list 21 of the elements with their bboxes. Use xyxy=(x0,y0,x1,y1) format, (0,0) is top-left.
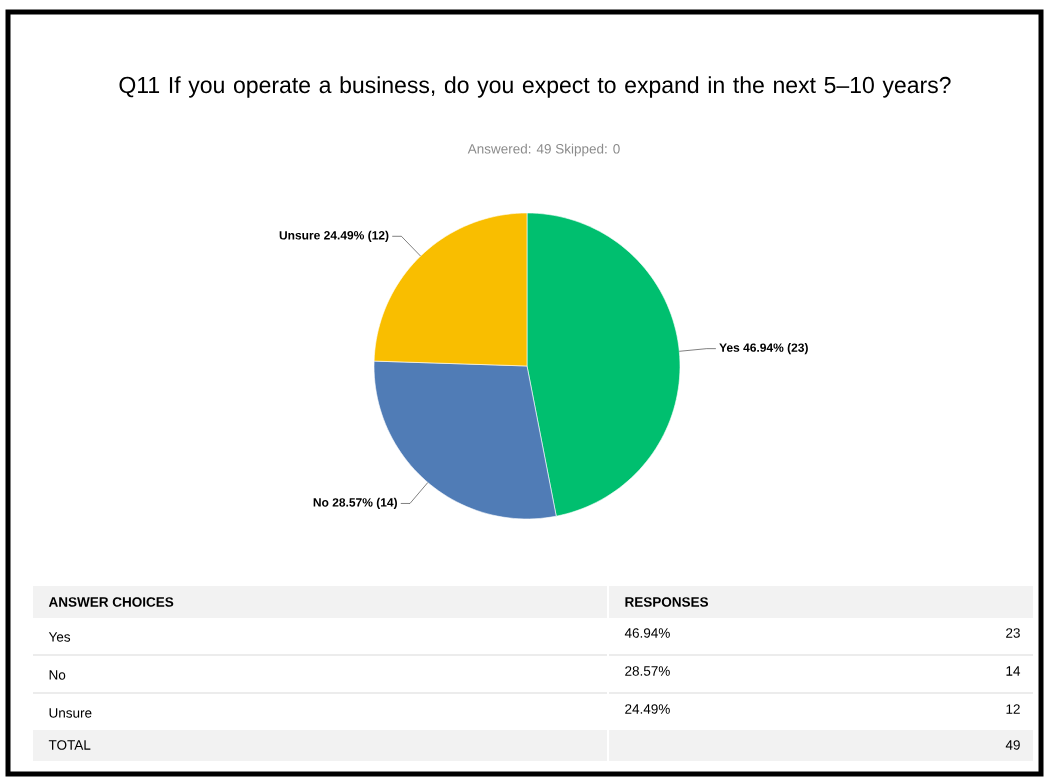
category-label: Unsure xyxy=(49,708,92,718)
text: TOTAL xyxy=(48,740,91,750)
chart-subtitle: Answered: 49 Skipped: 0 xyxy=(467,143,620,157)
text: 49 xyxy=(1005,740,1020,750)
text: 14 xyxy=(1006,666,1021,676)
category-label: Yes xyxy=(48,632,71,642)
chart-title: Q11 If you operate a business, do you expect to expand in the next 5–10 years? xyxy=(119,76,951,98)
category-label: No xyxy=(49,670,66,680)
slice-label: Yes xyxy=(719,343,740,352)
text: 28.57% xyxy=(625,666,670,676)
data-label: 24.49% (12) xyxy=(324,230,389,242)
text: 12 xyxy=(1006,704,1020,714)
text: 23 xyxy=(1006,628,1020,638)
text: 46.94% xyxy=(624,628,670,638)
text: ANSWER CHOICES xyxy=(48,597,174,607)
slice-label: Unsure xyxy=(279,231,320,240)
text: 24.49% xyxy=(625,704,670,714)
data-label: 46.94% (23) xyxy=(743,343,808,355)
data-label: 28.57% (14) xyxy=(332,497,397,510)
slice-label: No xyxy=(313,498,329,507)
text: RESPONSES xyxy=(625,597,709,607)
